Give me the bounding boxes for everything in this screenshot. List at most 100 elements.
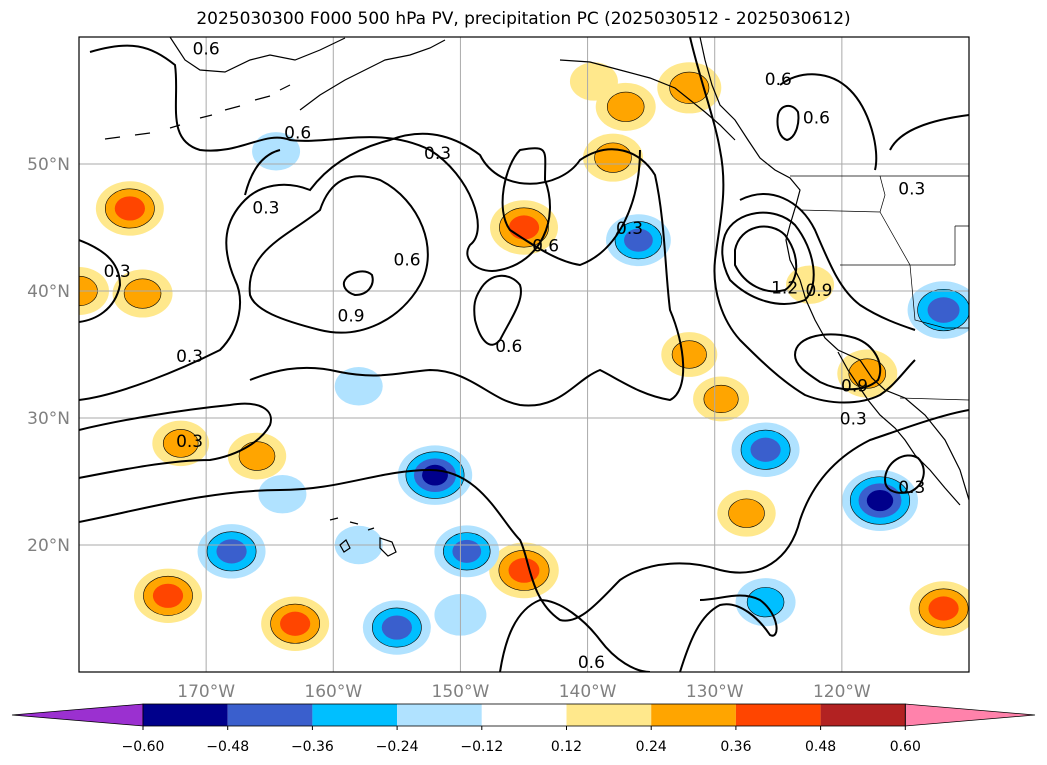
precip-patch bbox=[907, 281, 969, 339]
colorbar-segment bbox=[227, 704, 313, 726]
precip-contour-fill bbox=[258, 475, 307, 514]
pv-contour-0-6-low bbox=[248, 175, 429, 334]
pv-contour-0-3-lower bbox=[79, 409, 969, 622]
latitude-label: 40°N bbox=[27, 282, 70, 302]
pv-contour-coast-outer bbox=[689, 37, 916, 404]
precip-patch bbox=[261, 596, 330, 651]
precipitation-anomaly-layer bbox=[79, 62, 969, 655]
precip-contour-fill bbox=[866, 489, 894, 512]
pv-contour-label: 1.2 bbox=[771, 278, 798, 298]
precip-patch bbox=[152, 420, 210, 467]
precip-contour-fill bbox=[594, 142, 632, 173]
pv-contour-label: 0.6 bbox=[193, 40, 220, 60]
precip-patch bbox=[661, 332, 718, 377]
precip-contour-fill bbox=[746, 587, 785, 618]
precip-patch bbox=[112, 269, 173, 318]
colorbar-tick-label: 0.48 bbox=[805, 739, 836, 755]
precip-contour-fill bbox=[927, 297, 960, 323]
latitude-label: 50°N bbox=[27, 155, 70, 175]
colorbar-tick-label: 0.24 bbox=[636, 739, 667, 755]
pv-contour-label: 0.3 bbox=[840, 409, 867, 429]
map-title: 2025030300 F000 500 hPa PV, precipitatio… bbox=[196, 9, 851, 29]
precip-patch bbox=[842, 470, 918, 531]
longitude-label: 120°W bbox=[813, 682, 871, 702]
pv-contour-label: 0.6 bbox=[532, 237, 559, 257]
pv-contour-0-6-north bbox=[89, 44, 641, 272]
pv-contour-labels: 0.6 0.6 0.3 0.3 0.6 0.3 0.3 0.6 0.9 0.6 0.3 0.3 1.2 0… bbox=[104, 40, 926, 673]
colorbar-frame bbox=[142, 703, 906, 727]
latitude-label: 30°N bbox=[27, 409, 70, 429]
pv-contour-0-6-south bbox=[499, 594, 778, 672]
precip-contour-fill bbox=[334, 367, 383, 406]
colorbar-segment bbox=[397, 704, 482, 726]
pv-contour-0-3-mid bbox=[79, 132, 685, 407]
precip-patch bbox=[334, 367, 383, 406]
precip-patch bbox=[227, 432, 287, 480]
precip-patch bbox=[489, 542, 559, 599]
political-borders bbox=[790, 175, 969, 401]
pv-contour-label: 0.6 bbox=[578, 653, 605, 673]
precip-contour-fill bbox=[162, 429, 199, 458]
pv-contour-0-3-loop-se bbox=[883, 454, 925, 494]
precip-contour-fill bbox=[216, 539, 247, 564]
pv-contour-label: 0.3 bbox=[616, 219, 643, 239]
coastline-north-america bbox=[699, 37, 969, 501]
pv-contour-0-9-socal bbox=[793, 333, 882, 391]
pv-contour-label: 0.9 bbox=[805, 281, 832, 301]
state-borders bbox=[799, 175, 969, 329]
coastline-alaska-panhandle bbox=[559, 59, 736, 141]
pv-contour-label: 0.3 bbox=[104, 262, 131, 282]
pv-contour-0-3-south bbox=[79, 402, 272, 479]
us-mexico-border bbox=[899, 397, 969, 401]
pv-contour-label: 0.9 bbox=[338, 306, 365, 326]
precip-patch bbox=[693, 376, 750, 422]
colorbar-tick-label: 0.36 bbox=[720, 739, 751, 755]
colorbar-tick-label: 0.60 bbox=[890, 739, 921, 755]
precip-contour-fill bbox=[508, 558, 540, 583]
precip-contour-fill bbox=[671, 340, 707, 369]
precip-patch bbox=[490, 200, 558, 255]
longitude-label: 160°W bbox=[304, 682, 362, 702]
hawaii-small-island bbox=[339, 539, 351, 553]
precip-patch bbox=[717, 489, 776, 537]
coastline-alaska bbox=[169, 37, 346, 73]
precip-patch bbox=[657, 62, 722, 114]
hawaiian-islands bbox=[329, 517, 397, 557]
precip-contour-fill bbox=[381, 615, 412, 640]
colorbar-tick-label: 0.12 bbox=[551, 739, 582, 755]
longitude-labels: 170°W 160°W 150°W 140°W 130°W 120°W bbox=[177, 682, 871, 702]
colorbar-extend-low bbox=[11, 703, 144, 727]
precip-contour-fill bbox=[703, 384, 739, 414]
precip-contour-fill bbox=[123, 278, 162, 309]
precip-patch bbox=[434, 525, 500, 578]
precip-contour-fill bbox=[728, 498, 765, 528]
pv-contour-label: 0.9 bbox=[841, 376, 868, 396]
coastline-baja bbox=[837, 351, 961, 506]
precip-contour-fill bbox=[750, 437, 781, 462]
pv-contour-label: 0.3 bbox=[424, 144, 451, 164]
pv-contour-0-6-ne bbox=[779, 73, 969, 171]
colorbar-segment bbox=[143, 704, 228, 726]
precip-patch bbox=[197, 524, 266, 579]
precip-patch bbox=[134, 568, 202, 623]
precip-patch bbox=[258, 475, 307, 514]
pv-contour-1-2 bbox=[734, 225, 798, 293]
colorbar-segment bbox=[735, 704, 821, 726]
pv-contour-label: 0.3 bbox=[898, 478, 925, 498]
pv-contour-label: 0.3 bbox=[176, 432, 203, 452]
pv-contour-label: 0.6 bbox=[765, 70, 792, 90]
precip-contour-fill bbox=[624, 228, 653, 252]
precip-patch bbox=[397, 445, 473, 505]
longitude-label: 130°W bbox=[686, 682, 744, 702]
pv-contour-label: 0.3 bbox=[898, 179, 925, 199]
pv-contour-label: 0.6 bbox=[495, 337, 522, 357]
latitude-labels: 50°N 40°N 30°N 20°N bbox=[27, 155, 70, 556]
map-area: 0.6 0.6 0.3 0.3 0.6 0.3 0.3 0.6 0.9 0.6 0.3 0.3 1.2 0… bbox=[79, 37, 969, 673]
precip-contour-fill bbox=[114, 196, 145, 221]
colorbar-tick-label: −0.60 bbox=[122, 739, 165, 755]
colorbar-tick-label: −0.12 bbox=[460, 739, 503, 755]
colorbar-segment bbox=[481, 704, 567, 726]
pv-contour-coast-inner bbox=[739, 193, 916, 331]
coastlines bbox=[104, 37, 969, 557]
